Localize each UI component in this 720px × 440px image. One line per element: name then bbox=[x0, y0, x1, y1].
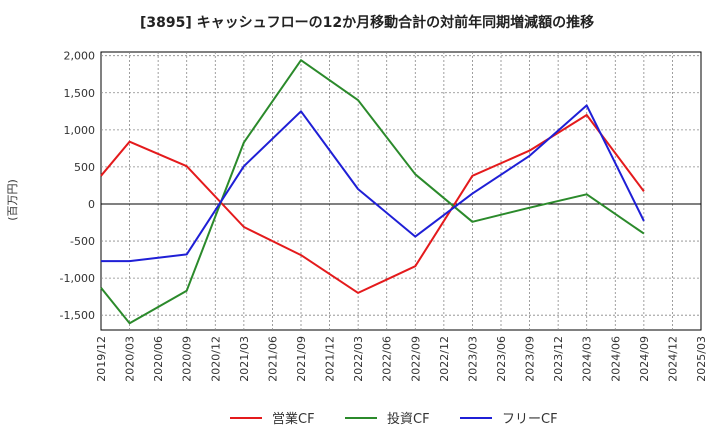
x-tick-label: 2020/06 bbox=[152, 336, 165, 382]
y-tick-label: 1,000 bbox=[64, 124, 96, 137]
y-tick-label: 1,500 bbox=[64, 87, 96, 100]
x-tick-label: 2023/03 bbox=[466, 336, 479, 382]
x-tick-label: 2023/06 bbox=[495, 336, 508, 382]
x-tick-label: 2023/09 bbox=[524, 336, 537, 382]
x-tick-label: 2024/09 bbox=[638, 336, 651, 382]
y-tick-label: -500 bbox=[70, 235, 95, 248]
x-tick-label: 2019/12 bbox=[95, 336, 108, 382]
x-tick-label: 2022/09 bbox=[409, 336, 422, 382]
grid bbox=[100, 51, 702, 331]
series-line-投資CF bbox=[100, 59, 645, 325]
x-tick-label: 2020/03 bbox=[124, 336, 137, 382]
x-tick-label: 2021/03 bbox=[238, 336, 251, 382]
x-tick-label: 2021/09 bbox=[295, 336, 308, 382]
legend: 営業CF 投資CF フリーCF bbox=[230, 411, 558, 427]
x-tick-label: 2022/06 bbox=[381, 336, 394, 382]
x-tick-label: 2024/12 bbox=[666, 336, 679, 382]
x-tick-label: 2024/06 bbox=[609, 336, 622, 382]
y-tick-label: 2,000 bbox=[64, 50, 96, 63]
x-tick-label: 2020/09 bbox=[181, 336, 194, 382]
y-tick-label: 0 bbox=[88, 198, 95, 211]
x-tick-label: 2022/12 bbox=[438, 336, 451, 382]
x-tick-label: 2021/12 bbox=[324, 336, 337, 382]
legend-label: 投資CF bbox=[387, 411, 430, 427]
x-tick-label: 2025/03 bbox=[695, 336, 708, 382]
series-layer bbox=[100, 59, 645, 325]
x-tick-label: 2023/12 bbox=[552, 336, 565, 382]
x-tick-label: 2020/12 bbox=[209, 336, 222, 382]
plot-frame bbox=[100, 51, 702, 331]
x-tick-label: 2022/03 bbox=[352, 336, 365, 382]
axes: 2,000 1,500 1,000 500 0 -500 -1,000 -1,500 2019/… bbox=[60, 50, 708, 382]
legend-label: 営業CF bbox=[272, 411, 315, 427]
y-tick-label: -1,000 bbox=[60, 272, 95, 285]
series-line-フリーCF bbox=[101, 104, 645, 263]
x-tick-label: 2021/06 bbox=[266, 336, 279, 382]
y-tick-label: 500 bbox=[74, 161, 95, 174]
y-tick-label: -1,500 bbox=[60, 309, 95, 322]
x-tick-label: 2024/03 bbox=[581, 336, 594, 382]
legend-label: フリーCF bbox=[502, 412, 558, 427]
chart-title: [3895] キャッシュフローの12か月移動合計の対前年同期増減額の推移 bbox=[140, 14, 594, 31]
y-axis-label: (百万円) bbox=[6, 179, 19, 221]
